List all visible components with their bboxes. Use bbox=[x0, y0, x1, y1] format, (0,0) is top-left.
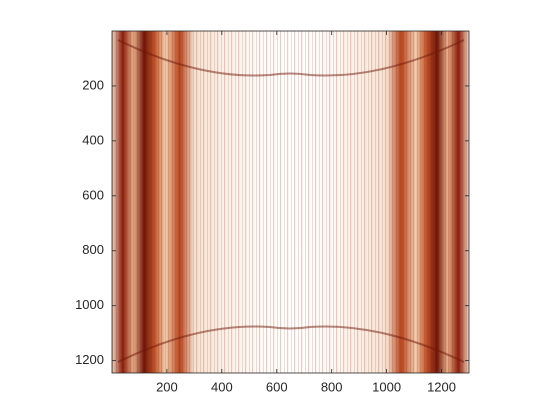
x-tick-label: 600 bbox=[266, 379, 288, 394]
image-feature bbox=[117, 39, 465, 77]
x-tick-label: 1200 bbox=[427, 379, 456, 394]
y-tick-label: 600 bbox=[82, 187, 104, 202]
x-tick-label: 800 bbox=[321, 379, 343, 394]
y-tick-label: 1000 bbox=[75, 297, 104, 312]
x-tick-label: 400 bbox=[211, 379, 233, 394]
x-tick-label: 200 bbox=[156, 379, 178, 394]
y-tick-label: 200 bbox=[82, 77, 104, 92]
axes-box bbox=[111, 30, 470, 374]
x-tick-label: 1000 bbox=[372, 379, 401, 394]
image-texture bbox=[112, 31, 469, 373]
plot-area bbox=[111, 30, 470, 374]
image-feature bbox=[117, 325, 465, 363]
y-tick-label: 400 bbox=[82, 132, 104, 147]
y-tick-label: 800 bbox=[82, 242, 104, 257]
y-tick-label: 1200 bbox=[75, 352, 104, 367]
